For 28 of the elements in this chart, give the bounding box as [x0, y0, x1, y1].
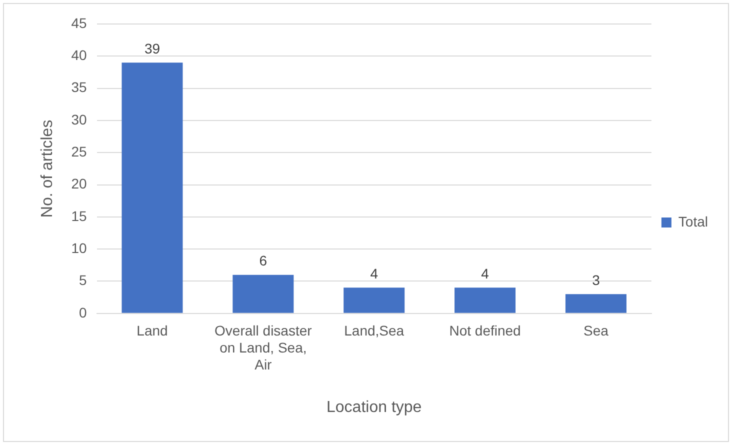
y-tick-label: 30: [71, 111, 87, 128]
bar: [122, 62, 183, 313]
bar: [344, 288, 405, 313]
bar: [232, 274, 294, 313]
bar: [454, 288, 516, 313]
y-tick-label: 5: [78, 272, 87, 288]
y-tick-label: 25: [71, 143, 87, 160]
data-label: 39: [144, 40, 160, 56]
bar: [565, 294, 626, 313]
x-tick-label: Overall disaster on Land, Sea, Air: [214, 322, 312, 372]
x-tick-label: Sea: [584, 322, 609, 339]
y-tick-label: 40: [71, 47, 87, 64]
y-tick-label: 35: [71, 79, 87, 96]
y-axis-title: No. of articles: [39, 120, 56, 218]
legend-label: Total: [678, 213, 708, 230]
x-tick-label: Land,Sea: [344, 322, 404, 339]
y-tick-label: 0: [78, 304, 87, 320]
y-tick-label: 20: [71, 176, 87, 192]
data-label: 6: [259, 252, 268, 269]
y-tick-label: 45: [71, 14, 87, 31]
x-axis-title: Location type: [326, 398, 422, 416]
data-label: 4: [370, 266, 378, 282]
data-label: 3: [592, 272, 600, 288]
x-tick-label: Not defined: [449, 322, 521, 339]
x-tick-label: Land: [136, 322, 168, 339]
y-tick-label: 10: [71, 240, 87, 256]
data-label: 4: [481, 266, 490, 282]
y-tick-label: 15: [71, 208, 87, 224]
